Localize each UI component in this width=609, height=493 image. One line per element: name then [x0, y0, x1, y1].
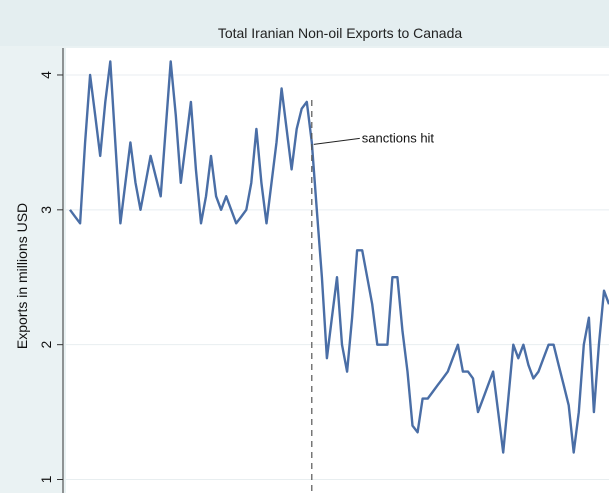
sanctions-pointer [313, 137, 360, 145]
y-tick-label-1: 1 [38, 475, 54, 483]
series-layer [69, 60, 609, 454]
plot-area [66, 48, 609, 493]
y-axis-ticks: 1 2 3 4 [38, 71, 63, 483]
title-band [0, 0, 609, 46]
chart-title: Total Iranian Non-oil Exports to Canada [218, 25, 463, 41]
grid-lines [66, 74, 609, 481]
series-line [69, 60, 609, 454]
y-tick-label-4: 4 [38, 71, 54, 79]
y-axis-label: Exports in millions USD [14, 203, 30, 349]
sanctions-annotation: sanctions hit [362, 130, 435, 145]
y-tick-label-2: 2 [38, 341, 54, 349]
y-tick-label-3: 3 [38, 206, 54, 214]
